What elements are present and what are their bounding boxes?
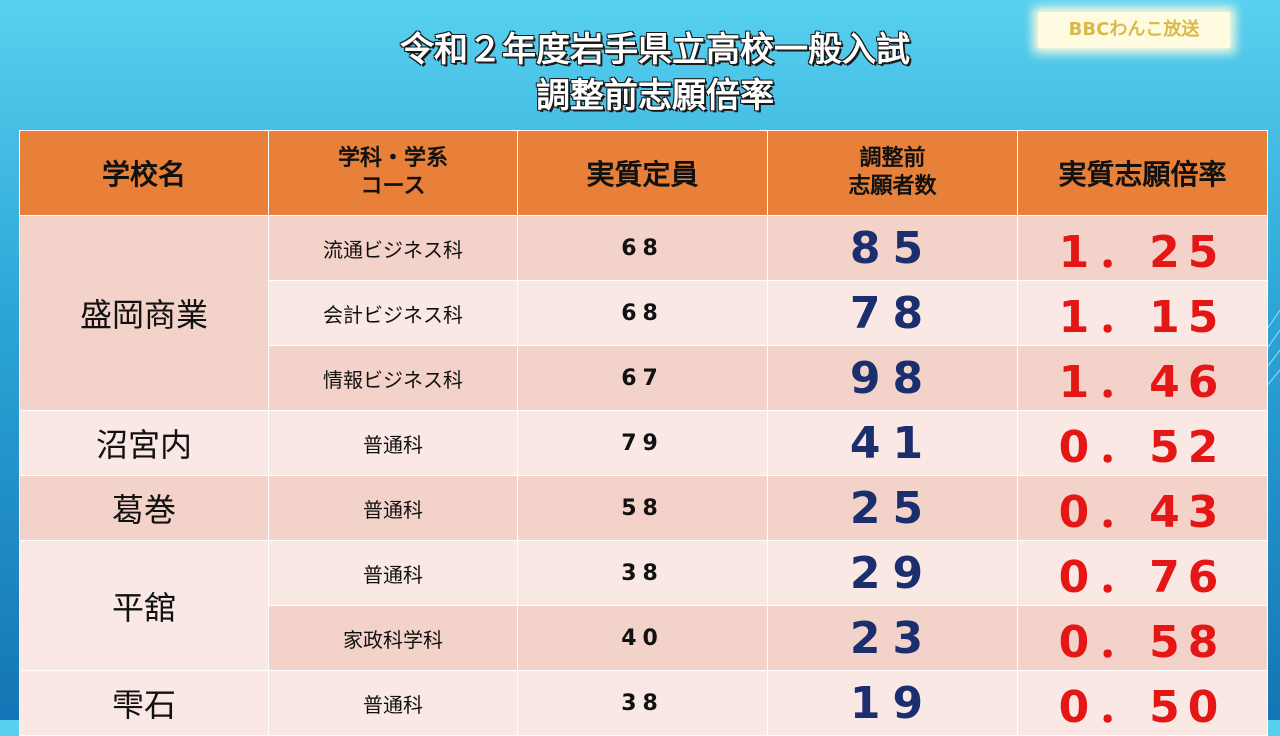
table-row: 家政科学科 40 23 0．58 [20, 605, 1268, 671]
ratio-value: 1．15 [1017, 280, 1268, 346]
header-department-line1: 学科・学系 [337, 146, 448, 171]
school-name: 雫石 [19, 670, 269, 736]
capacity-value: 67 [517, 345, 768, 411]
department: 普通科 [268, 410, 518, 476]
applicants-value: 85 [767, 215, 1018, 281]
capacity-value: 68 [517, 280, 768, 346]
capacity-value: 79 [517, 410, 768, 476]
school-name: 平舘 [19, 540, 269, 671]
header-department: 学科・学系 コース [268, 130, 518, 216]
applicants-value: 98 [767, 345, 1018, 411]
table-row: 情報ビジネス科 67 98 1．46 [20, 345, 1268, 411]
header-applicants-line1: 調整前 [859, 146, 926, 171]
table-header-row: 学校名 学科・学系 コース 実質定員 調整前 志願者数 実質志願倍率 [19, 130, 1268, 216]
school-name: 葛巻 [19, 475, 269, 541]
capacity-value: 58 [517, 475, 768, 541]
applicants-value: 25 [767, 475, 1018, 541]
department: 普通科 [268, 540, 518, 606]
applicant-ratio-table: 学校名 学科・学系 コース 実質定員 調整前 志願者数 実質志願倍率 盛岡商業 … [19, 130, 1268, 736]
ratio-value: 0．76 [1017, 540, 1268, 606]
ratio-value: 0．43 [1017, 475, 1268, 541]
school-name: 盛岡商業 [19, 215, 269, 411]
ratio-value: 0．58 [1017, 605, 1268, 671]
header-school: 学校名 [19, 130, 269, 216]
department: 普通科 [268, 670, 518, 736]
header-capacity: 実質定員 [517, 130, 768, 216]
table-row: 平舘 普通科 38 29 0．76 [19, 540, 1268, 671]
table-row: 沼宮内 普通科 79 41 0．52 [19, 410, 1268, 476]
applicants-value: 29 [767, 540, 1018, 606]
page-title: 令和２年度岩手県立高校一般入試 [400, 30, 910, 70]
capacity-value: 68 [517, 215, 768, 281]
applicants-value: 19 [767, 670, 1018, 736]
table-row: 葛巻 普通科 58 25 0．43 [19, 475, 1268, 541]
watermark-logo: BBCわんこ放送 [1038, 12, 1230, 48]
capacity-value: 38 [517, 540, 768, 606]
header-department-line2: コース [360, 174, 426, 199]
ratio-value: 1．25 [1017, 215, 1268, 281]
capacity-value: 38 [517, 670, 768, 736]
department: 普通科 [268, 475, 518, 541]
header-ratio: 実質志願倍率 [1017, 130, 1268, 216]
department: 家政科学科 [268, 605, 518, 671]
applicants-value: 41 [767, 410, 1018, 476]
table-row: 雫石 普通科 38 19 0．50 [19, 670, 1268, 736]
header-applicants: 調整前 志願者数 [767, 130, 1018, 216]
school-name: 沼宮内 [19, 410, 269, 476]
capacity-value: 40 [517, 605, 768, 671]
header-applicants-line2: 志願者数 [848, 174, 937, 199]
table-row: 会計ビジネス科 68 78 1．15 [20, 280, 1268, 346]
department: 流通ビジネス科 [268, 215, 518, 281]
applicants-value: 78 [767, 280, 1018, 346]
ratio-value: 0．50 [1017, 670, 1268, 736]
ratio-value: 0．52 [1017, 410, 1268, 476]
ratio-value: 1．46 [1017, 345, 1268, 411]
applicants-value: 23 [767, 605, 1018, 671]
department: 会計ビジネス科 [268, 280, 518, 346]
department: 情報ビジネス科 [268, 345, 518, 411]
table-row: 盛岡商業 流通ビジネス科 68 85 1．25 [19, 215, 1268, 411]
page-subtitle: 調整前志願倍率 [536, 76, 774, 116]
